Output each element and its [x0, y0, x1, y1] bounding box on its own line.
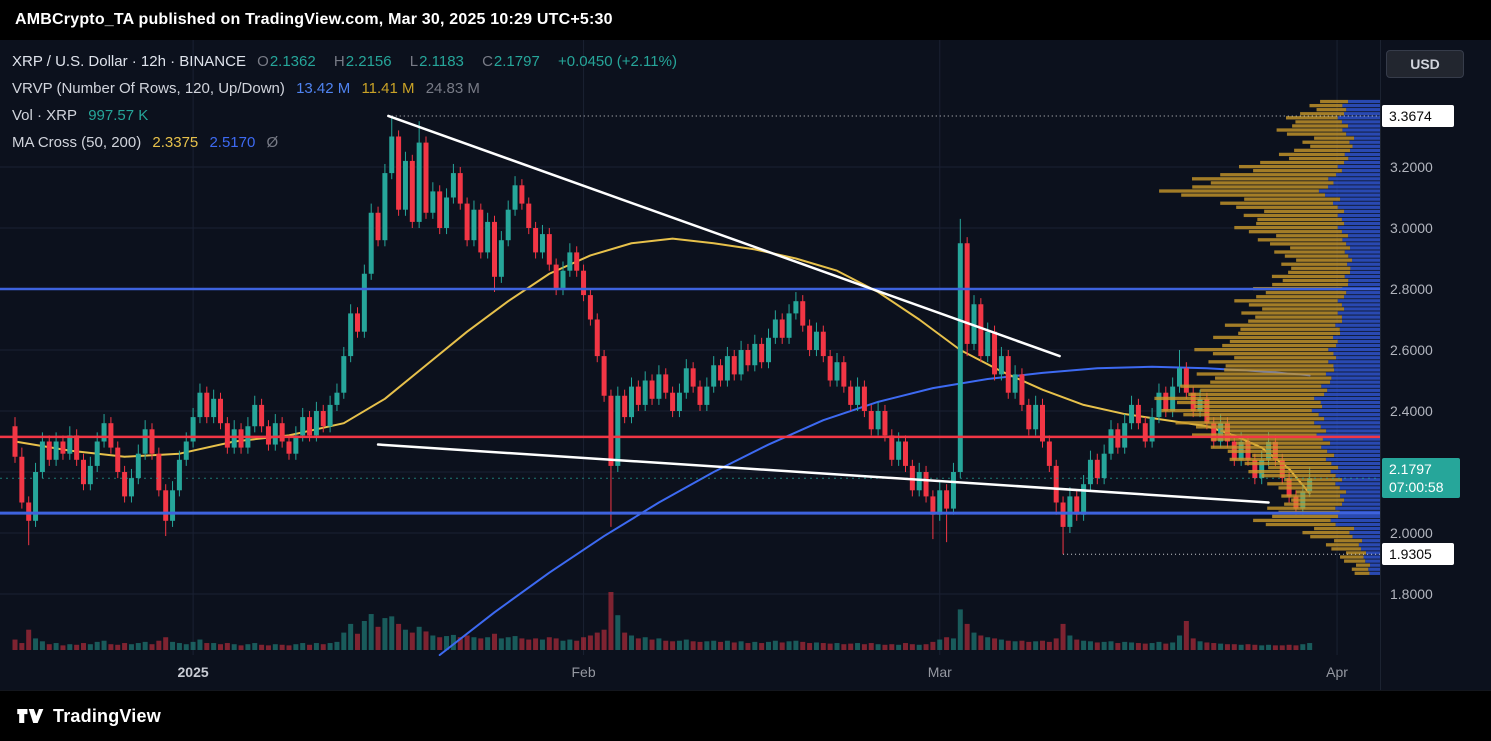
volume-profile-layer — [1154, 99, 1380, 575]
vrvp-up-volume: 13.42 M — [296, 80, 351, 97]
legend-symbol-row[interactable]: XRP / U.S. Dollar · 12h · BINANCE O2.136… — [12, 48, 684, 75]
tradingview-logo-icon — [17, 709, 44, 723]
open-value: 2.1362 — [269, 53, 316, 70]
vrvp-total-volume: 24.83 M — [425, 80, 480, 97]
volume-bars-layer — [12, 592, 1313, 650]
change-value: +0.0450 (+2.11%) — [557, 53, 677, 70]
legend-ma-cross-row[interactable]: MA Cross (50, 200) 2.3375 2.5170 Ø — [12, 129, 684, 156]
legend-vrvp-row[interactable]: VRVP (Number Of Rows, 120, Up/Down) 13.4… — [12, 75, 684, 102]
price-tick-label: 2.4000 — [1390, 403, 1433, 419]
time-axis-label: Feb — [571, 664, 596, 680]
price-axis[interactable]: USD 3.2000 3.0000 2.8000 2.6000 2.4000 2.0000… — [1380, 40, 1491, 690]
price-tick-label: 3.2000 — [1390, 159, 1433, 175]
bar-countdown: 07:00:58 — [1389, 479, 1444, 496]
price-markers-layer — [391, 115, 1380, 555]
time-axis-label: Mar — [927, 664, 952, 680]
footer-bar: TradingView — [0, 690, 1491, 741]
ma50-value: 2.3375 — [152, 134, 199, 151]
open-label: O — [257, 53, 269, 70]
time-axis-label: Apr — [1326, 664, 1348, 680]
low-value: 2.1183 — [419, 53, 464, 70]
tradingview-brand[interactable]: TradingView — [53, 705, 161, 726]
last-price-value: 2.1797 — [1389, 461, 1432, 478]
volume-title: Vol · XRP — [12, 107, 78, 124]
legend-volume-row[interactable]: Vol · XRP 997.57 K — [12, 102, 684, 129]
high-value: 2.2156 — [345, 53, 392, 70]
high-label: H — [333, 53, 345, 70]
horizontal-lines-layer[interactable] — [0, 287, 1380, 515]
chart-main: XRP / U.S. Dollar · 12h · BINANCE O2.136… — [0, 40, 1491, 690]
volume-value: 997.57 K — [88, 107, 149, 124]
price-tick-label: 2.0000 — [1390, 525, 1433, 541]
ma50-line[interactable] — [14, 237, 1311, 495]
close-value: 2.1797 — [493, 53, 540, 70]
vrvp-title: VRVP (Number Of Rows, 120, Up/Down) — [12, 80, 285, 97]
ma-cross-suffix: Ø — [266, 134, 279, 151]
price-chart-canvas[interactable] — [0, 40, 1380, 690]
trendlines-layer[interactable] — [376, 114, 1270, 504]
chart-legend: XRP / U.S. Dollar · 12h · BINANCE O2.136… — [12, 48, 684, 156]
price-tick-label: 2.6000 — [1390, 342, 1433, 358]
price-tick-label: 2.8000 — [1390, 281, 1433, 297]
price-tick-label: 3.0000 — [1390, 220, 1433, 236]
chart-area[interactable]: XRP / U.S. Dollar · 12h · BINANCE O2.136… — [0, 40, 1380, 690]
vrvp-down-volume: 11.41 M — [361, 80, 415, 97]
ma-cross-title: MA Cross (50, 200) — [12, 134, 142, 151]
candles-layer[interactable] — [12, 115, 1313, 555]
low-price-badge: 1.9305 — [1382, 543, 1454, 566]
ma200-value: 2.5170 — [209, 134, 256, 151]
symbol-title: XRP / U.S. Dollar · 12h · BINANCE — [12, 53, 246, 70]
low-label: L — [409, 53, 419, 70]
close-label: C — [482, 53, 493, 70]
currency-button[interactable]: USD — [1386, 50, 1464, 78]
price-tick-label: 1.8000 — [1390, 586, 1433, 602]
publication-text: AMBCrypto_TA published on TradingView.co… — [15, 11, 613, 28]
last-price-badge: 2.1797 07:00:58 — [1382, 458, 1460, 499]
time-axis-label: 2025 — [177, 664, 209, 680]
publication-bar: AMBCrypto_TA published on TradingView.co… — [0, 0, 1491, 40]
high-price-badge: 3.3674 — [1382, 104, 1454, 127]
